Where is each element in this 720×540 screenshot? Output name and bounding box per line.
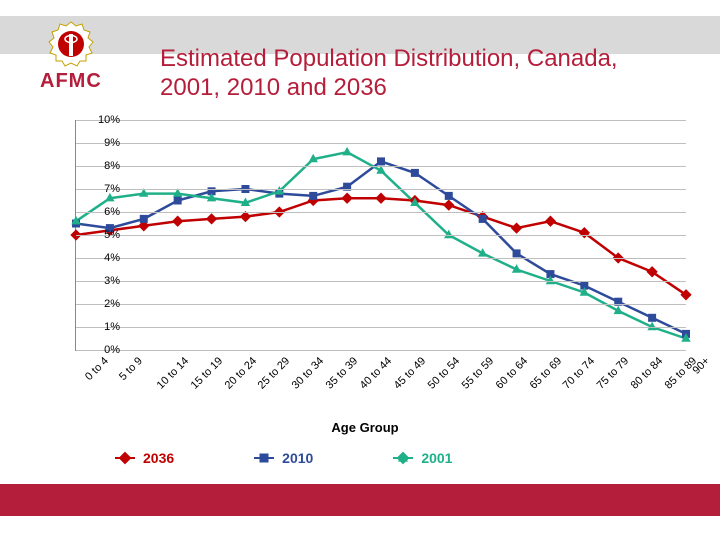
y-tick-label: 6% xyxy=(80,206,120,218)
series-marker-2001 xyxy=(342,147,351,156)
y-tick-label: 5% xyxy=(80,229,120,241)
series-line-2010 xyxy=(76,161,686,334)
y-tick-label: 9% xyxy=(80,137,120,149)
gridline xyxy=(76,189,686,190)
y-tick-label: 3% xyxy=(80,275,120,287)
chart-legend: 2036 2010 2001 xyxy=(115,450,452,466)
legend-item-2001: 2001 xyxy=(393,450,452,466)
gridline xyxy=(76,258,686,259)
x-tick-label: 35 to 39 xyxy=(324,355,361,392)
chart-title: Estimated Population Distribution, Canad… xyxy=(160,45,660,103)
footer-band xyxy=(0,484,720,516)
legend-marker-icon xyxy=(115,457,135,459)
legend-item-2036: 2036 xyxy=(115,450,174,466)
series-marker-2010 xyxy=(411,169,419,177)
series-marker-2010 xyxy=(377,157,385,165)
series-marker-2036 xyxy=(375,193,386,204)
series-marker-2036 xyxy=(545,216,556,227)
x-tick-label: 30 to 34 xyxy=(290,355,327,392)
x-tick-label: 55 to 59 xyxy=(459,355,496,392)
x-tick-label: 5 to 9 xyxy=(117,355,145,383)
x-tick-label: 0 to 4 xyxy=(83,355,111,383)
legend-item-2010: 2010 xyxy=(254,450,313,466)
y-tick-label: 0% xyxy=(80,344,120,356)
series-marker-2036 xyxy=(511,222,522,233)
x-tick-label: 15 to 19 xyxy=(188,355,225,392)
gridline xyxy=(76,212,686,213)
x-tick-label: 75 to 79 xyxy=(595,355,632,392)
gridline xyxy=(76,143,686,144)
x-tick-label: 50 to 54 xyxy=(426,355,463,392)
gridline xyxy=(76,235,686,236)
series-marker-2010 xyxy=(513,249,521,257)
legend-label: 2010 xyxy=(282,450,313,466)
x-tick-label: 20 to 24 xyxy=(222,355,259,392)
x-tick-label: 45 to 49 xyxy=(392,355,429,392)
afmc-emblem-icon xyxy=(47,20,95,68)
afmc-logo: AFMC xyxy=(40,20,102,93)
legend-marker-icon xyxy=(254,457,274,459)
gridline xyxy=(76,120,686,121)
x-tick-label: 40 to 44 xyxy=(358,355,395,392)
x-tick-label: 70 to 74 xyxy=(561,355,598,392)
gridline xyxy=(76,304,686,305)
x-tick-label: 65 to 69 xyxy=(527,355,564,392)
gridline xyxy=(76,281,686,282)
gridline xyxy=(76,166,686,167)
x-axis-title: Age Group xyxy=(35,420,695,435)
series-marker-2036 xyxy=(443,199,454,210)
gridline xyxy=(76,350,686,351)
x-tick-label: 80 to 84 xyxy=(629,355,666,392)
x-tick-label: 60 to 64 xyxy=(493,355,530,392)
series-marker-2036 xyxy=(341,193,352,204)
x-tick-label: 10 to 14 xyxy=(154,355,191,392)
y-tick-label: 1% xyxy=(80,321,120,333)
afmc-logo-text: AFMC xyxy=(40,70,102,93)
x-tick-label: 85 to 89 xyxy=(663,355,700,392)
series-marker-2010 xyxy=(140,215,148,223)
gridline xyxy=(76,327,686,328)
y-tick-label: 4% xyxy=(80,252,120,264)
legend-label: 2036 xyxy=(143,450,174,466)
series-marker-2036 xyxy=(206,213,217,224)
legend-label: 2001 xyxy=(421,450,452,466)
population-chart: Age Group 203620102001 0%1%2%3%4%5%6%7%8… xyxy=(35,120,695,460)
y-tick-label: 7% xyxy=(80,183,120,195)
plot-area xyxy=(75,120,686,351)
y-tick-label: 8% xyxy=(80,160,120,172)
series-marker-2010 xyxy=(479,215,487,223)
y-tick-label: 2% xyxy=(80,298,120,310)
series-marker-2010 xyxy=(445,192,453,200)
series-marker-2010 xyxy=(309,192,317,200)
legend-marker-icon xyxy=(393,457,413,459)
y-tick-label: 10% xyxy=(80,114,120,126)
series-line-2001 xyxy=(76,152,686,338)
series-marker-2036 xyxy=(172,216,183,227)
series-marker-2010 xyxy=(648,314,656,322)
series-marker-2010 xyxy=(174,197,182,205)
x-tick-label: 25 to 29 xyxy=(256,355,293,392)
